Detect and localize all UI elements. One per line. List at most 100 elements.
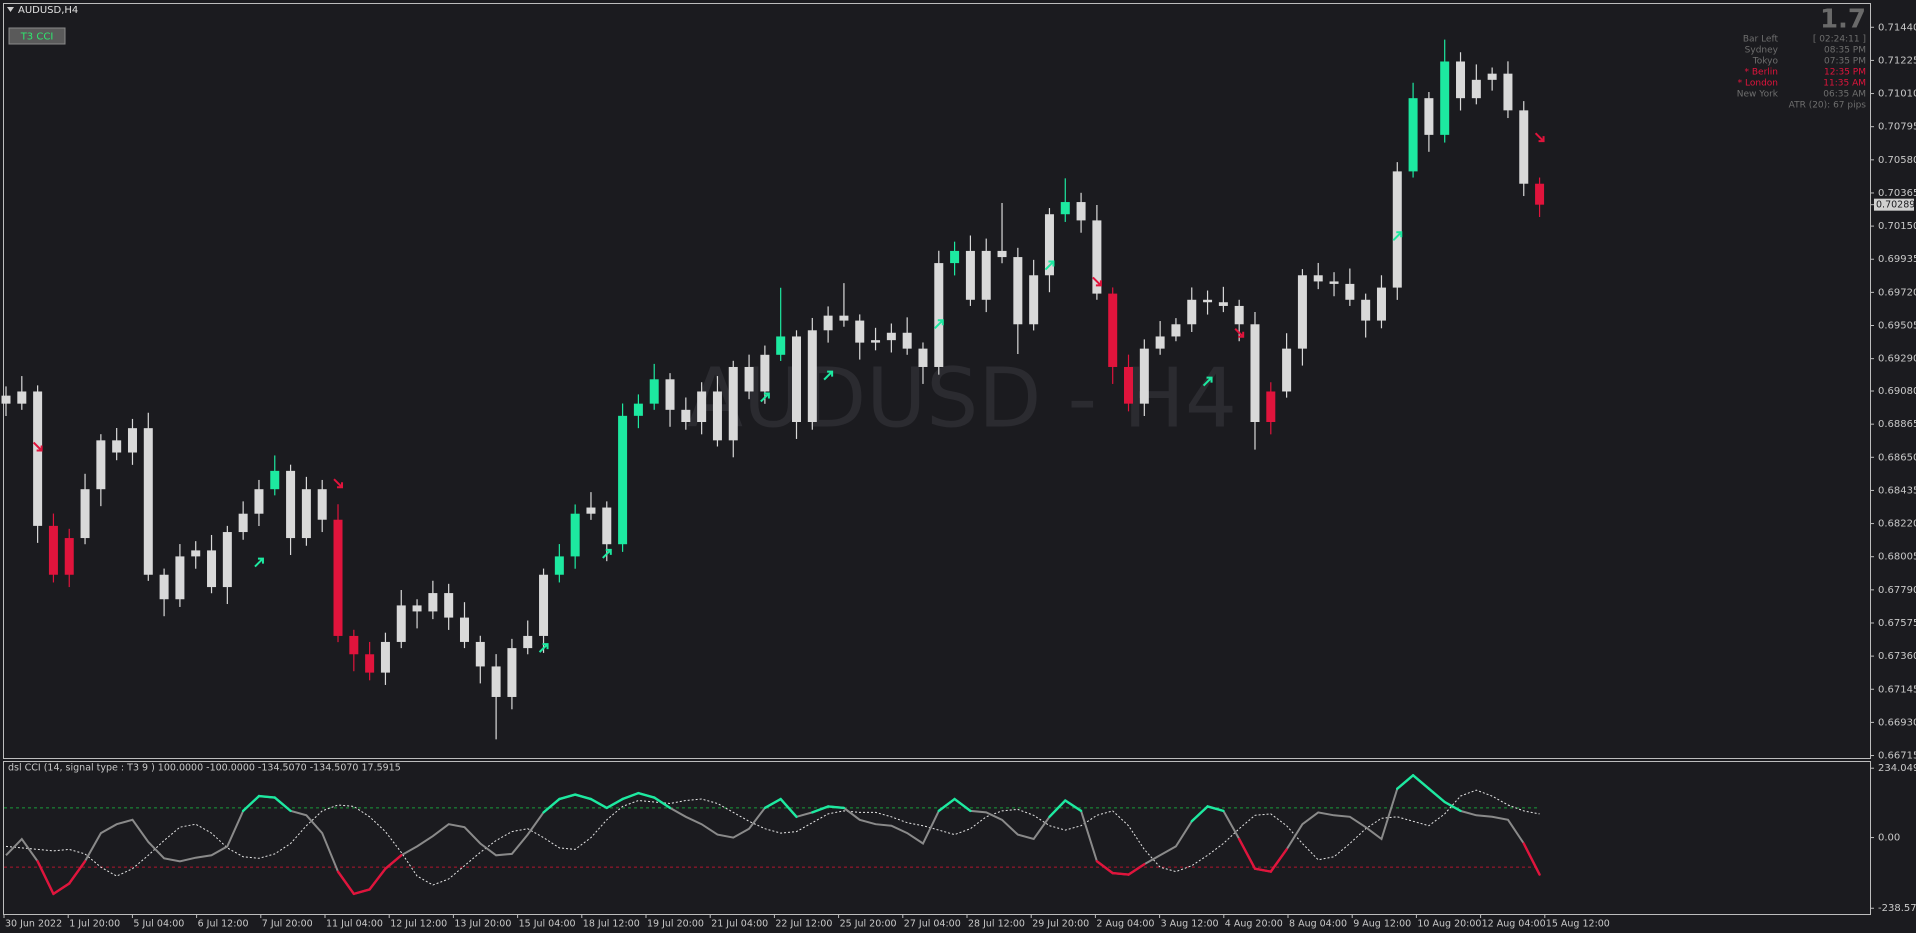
candle-body xyxy=(807,330,817,422)
cci-segment xyxy=(637,791,656,799)
info-label: Tokyo xyxy=(1752,57,1779,67)
last-price-box xyxy=(1874,198,1914,211)
candle-body xyxy=(618,415,628,545)
y-tick-label: 0.68220 xyxy=(1878,519,1916,530)
cci-segment xyxy=(763,797,782,810)
cci-segment xyxy=(1206,805,1225,813)
y-tick-label: -238.5757 xyxy=(1878,903,1916,914)
candle-body xyxy=(1456,61,1466,99)
collapse-arrow[interactable] xyxy=(7,7,14,12)
y-tick-label: 0.68650 xyxy=(1878,452,1916,463)
candle-body xyxy=(760,354,770,392)
signal-arrow xyxy=(1092,276,1102,287)
cci-segment xyxy=(1411,774,1431,790)
candle-body xyxy=(697,391,707,422)
info-time: 08:35 PM xyxy=(1824,46,1866,56)
candle-body xyxy=(159,574,169,600)
cci-segment xyxy=(1064,799,1083,813)
candle-body xyxy=(1376,287,1386,321)
cci-segment xyxy=(779,797,798,819)
y-tick-label: 0.69505 xyxy=(1878,321,1916,332)
candle-body xyxy=(728,366,738,441)
signal-line xyxy=(5,789,1540,886)
cci-segment xyxy=(241,794,261,813)
x-tick-label: 9 Aug 12:00 xyxy=(1353,919,1411,930)
cci-segment xyxy=(573,793,593,801)
cci-segment xyxy=(1127,863,1146,876)
candle-body xyxy=(1013,257,1023,325)
candle-body xyxy=(1345,283,1355,300)
indicator-button-label[interactable]: T3 CCI xyxy=(20,32,54,43)
candle-body xyxy=(191,550,201,557)
candle-body xyxy=(871,340,881,343)
candle-body xyxy=(1029,275,1039,325)
y-tick-label: 0.71225 xyxy=(1878,55,1916,66)
info-time: [ 02:24:11 ] xyxy=(1813,35,1866,45)
indicator-button[interactable] xyxy=(8,27,66,45)
x-tick-label: 27 Jul 04:00 xyxy=(904,919,961,930)
candle-body xyxy=(1124,366,1134,404)
candle-body xyxy=(507,648,517,697)
candle-body xyxy=(1139,348,1149,404)
info-time: 11:35 AM xyxy=(1823,79,1866,89)
candle-body xyxy=(1424,98,1434,135)
cci-segment xyxy=(1111,871,1130,876)
candle-body xyxy=(902,332,912,349)
cci-segment xyxy=(953,797,972,813)
candle-body xyxy=(48,525,58,575)
candle-body xyxy=(776,336,786,355)
candle-body xyxy=(1171,324,1181,337)
last-price-label: 0.70289 xyxy=(1876,200,1915,211)
indicator-title: dsl CCI (14, signal type : T3 9 ) 100.00… xyxy=(8,763,401,774)
cci-segment xyxy=(542,797,561,814)
cci-segment xyxy=(558,793,577,801)
signal-arrow xyxy=(934,319,944,329)
signal-arrow xyxy=(823,370,834,381)
candle-body xyxy=(1218,302,1228,306)
candle-body xyxy=(1361,299,1371,321)
y-tick-label: 0.67360 xyxy=(1878,651,1916,662)
candle-body xyxy=(839,315,849,321)
y-tick-label: 0.66930 xyxy=(1878,717,1916,728)
x-tick-label: 19 Jul 20:00 xyxy=(647,919,704,930)
cci-segment xyxy=(352,888,371,896)
cci-segment xyxy=(937,797,956,813)
candle-body xyxy=(1471,79,1481,99)
spread-value: 1.7 xyxy=(1820,5,1866,35)
y-tick-label: 0.70365 xyxy=(1878,188,1916,199)
candle-body xyxy=(444,593,454,618)
signal-arrow xyxy=(1534,132,1545,143)
candle-body xyxy=(412,605,422,612)
x-tick-label: 2 Aug 04:00 xyxy=(1096,919,1154,930)
candle-body xyxy=(918,348,928,367)
x-tick-label: 28 Jul 12:00 xyxy=(968,919,1025,930)
candle-body xyxy=(744,366,754,392)
candle-body xyxy=(459,617,469,642)
candle-body xyxy=(1234,305,1244,325)
candle-body xyxy=(1,395,11,404)
y-tick-label: 0.66715 xyxy=(1878,751,1916,762)
cci-segment xyxy=(36,860,55,896)
x-tick-label: 6 Jul 12:00 xyxy=(198,919,249,930)
cci-segment xyxy=(368,867,387,891)
candle-body xyxy=(17,391,27,404)
candle-body xyxy=(286,470,296,539)
candle-body xyxy=(175,556,185,600)
x-tick-label: 18 Jul 12:00 xyxy=(583,919,640,930)
info-time: 06:35 AM xyxy=(1823,90,1866,100)
candle-body xyxy=(1408,98,1418,172)
y-tick-label: 0.69080 xyxy=(1878,386,1916,397)
candle-body xyxy=(1440,61,1450,135)
candle-body xyxy=(523,635,533,649)
info-time: 12:35 PM xyxy=(1824,68,1866,78)
cci-segment xyxy=(811,805,830,814)
cci-segment xyxy=(1253,867,1273,873)
signal-arrow xyxy=(1044,260,1055,271)
candle-body xyxy=(1535,183,1545,205)
candle-body xyxy=(665,379,675,410)
cci-segment xyxy=(68,860,87,885)
candle-body xyxy=(602,507,612,545)
signal-arrow xyxy=(254,557,264,568)
cci-segment xyxy=(257,794,276,799)
candle-body xyxy=(380,641,390,673)
